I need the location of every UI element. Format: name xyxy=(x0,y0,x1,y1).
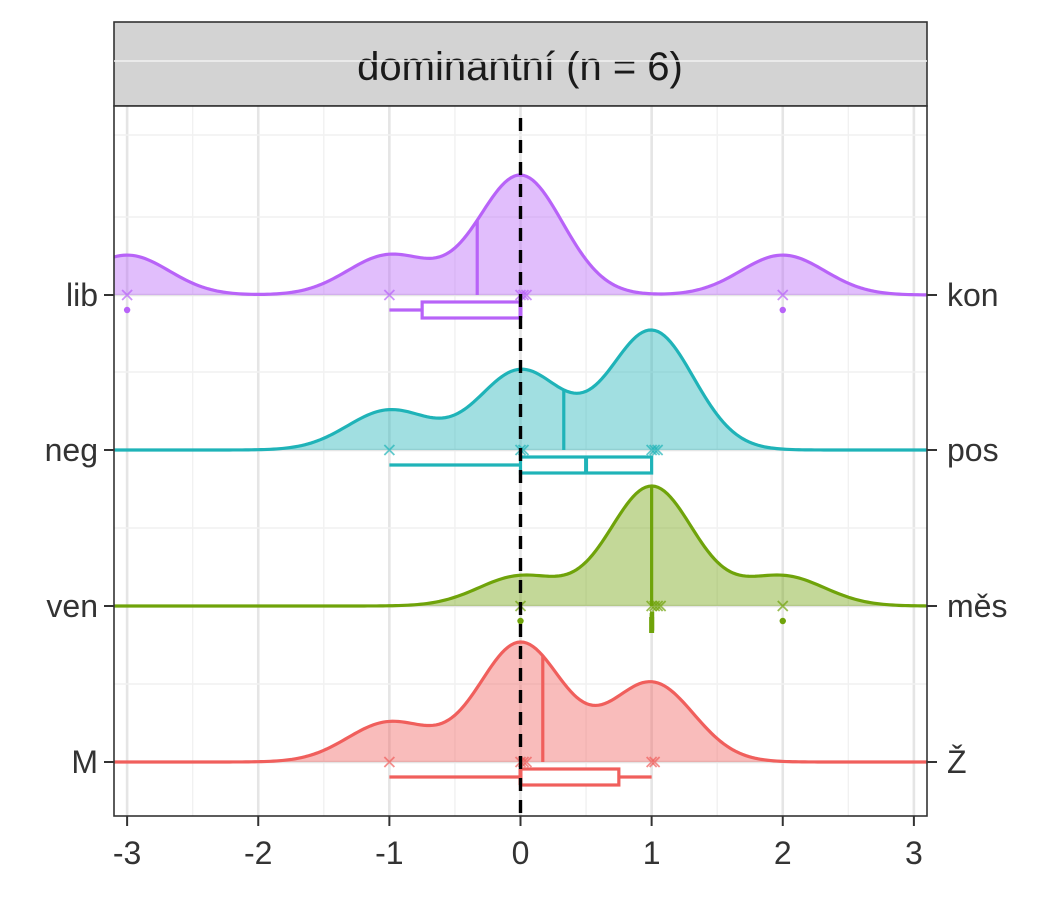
facet-title: dominantní (n = 6) xyxy=(357,45,683,89)
data-point xyxy=(777,600,789,612)
axes: -3 -2 -1 0 1 2 3 lib kon neg pos ven měs M Ž xyxy=(45,277,1008,871)
y-label-left: neg xyxy=(45,432,98,468)
outlier-point xyxy=(517,617,524,625)
data-point xyxy=(651,600,664,612)
data-point xyxy=(383,444,396,456)
data-point xyxy=(383,756,396,768)
data-point xyxy=(121,289,133,301)
y-label-right: pos xyxy=(947,432,999,468)
outlier-point xyxy=(779,617,786,625)
x-tick-label: 3 xyxy=(905,835,923,871)
box xyxy=(518,767,621,787)
data-point xyxy=(520,289,533,301)
data-point xyxy=(651,444,664,456)
y-label-right: Ž xyxy=(947,744,967,780)
y-label-left: ven xyxy=(46,588,98,624)
data-point xyxy=(648,444,661,456)
x-tick-label: -2 xyxy=(244,835,272,871)
y-label-right: kon xyxy=(947,277,999,313)
series-ven xyxy=(114,484,928,633)
outlier-point xyxy=(779,306,786,314)
density-fill xyxy=(114,486,927,606)
x-tick-label: 0 xyxy=(512,835,530,871)
y-label-right: měs xyxy=(947,588,1007,624)
x-tick-label: 1 xyxy=(643,835,661,871)
box xyxy=(420,300,523,320)
outlier-point xyxy=(123,306,131,314)
density-outline xyxy=(114,640,927,764)
data-point xyxy=(383,289,396,301)
x-tick-label: 2 xyxy=(774,835,792,871)
y-label-left: M xyxy=(71,744,98,780)
facet-strip xyxy=(113,21,928,107)
density-outline xyxy=(114,484,928,608)
y-label-left: lib xyxy=(66,277,98,313)
data-point xyxy=(654,600,667,612)
data-point xyxy=(645,756,658,768)
data-point xyxy=(520,756,533,768)
x-tick-label: -3 xyxy=(113,835,141,871)
data-point xyxy=(648,756,661,768)
x-tick-label: -1 xyxy=(375,835,403,871)
data-point xyxy=(777,289,789,301)
